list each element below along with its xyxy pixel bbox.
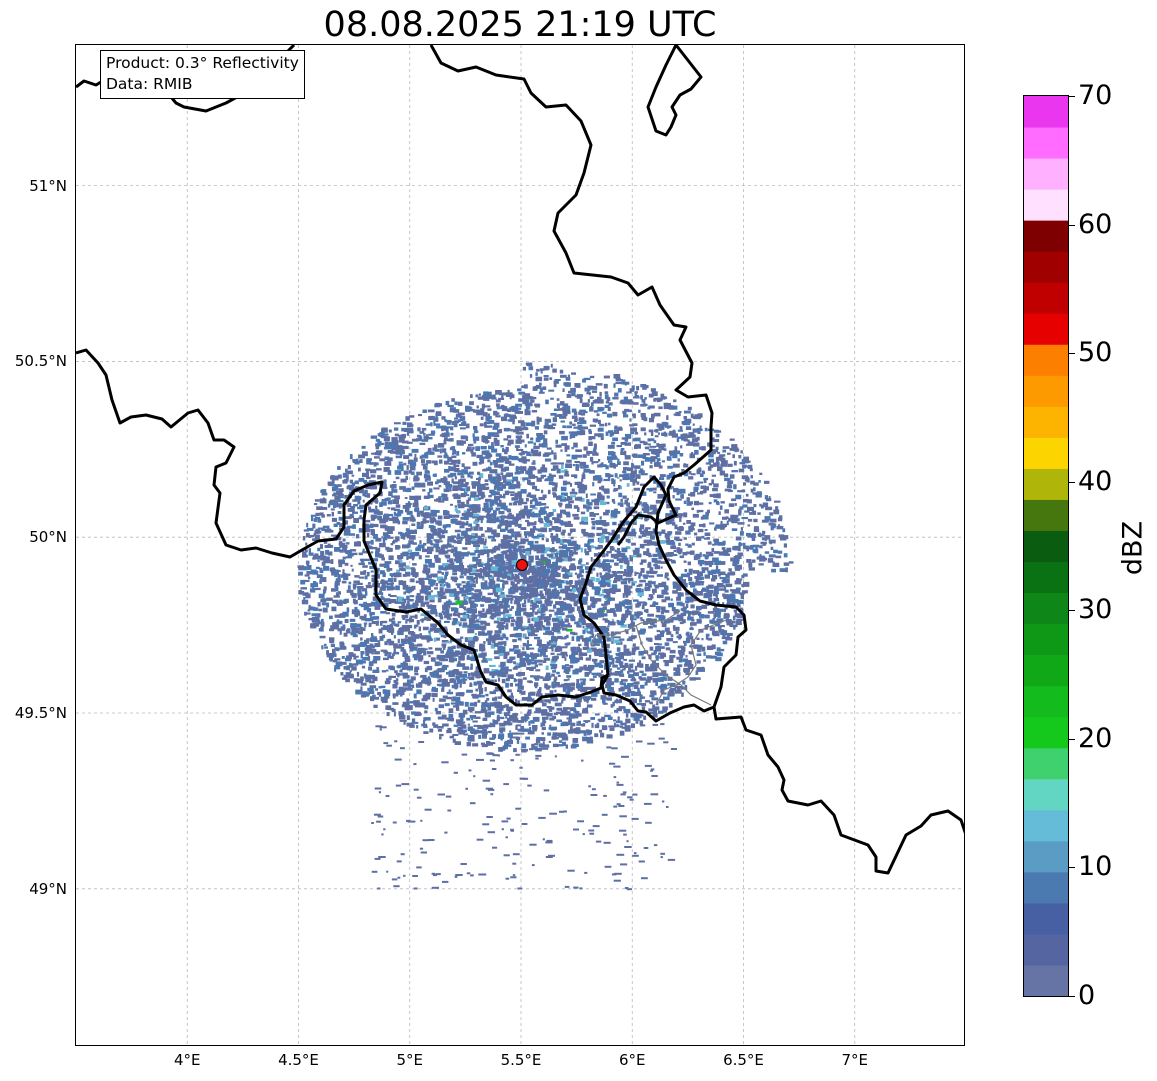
- colorbar-tick-mark: [1069, 867, 1075, 869]
- radar-site-marker[interactable]: [516, 559, 528, 571]
- border-france-belgium: [76, 348, 609, 707]
- radar-map-canvas: [76, 45, 964, 1045]
- colorbar-tick-label: 40: [1078, 465, 1113, 497]
- colorbar-tick-mark: [1069, 224, 1075, 226]
- colorbar-tick-mark: [1069, 481, 1075, 483]
- state-borders: [590, 610, 727, 706]
- lon-tick-label: 7°E: [841, 1051, 869, 1069]
- colorbar-swatch: [1024, 406, 1068, 438]
- colorbar-swatch: [1024, 127, 1068, 159]
- colorbar-tick-mark: [1069, 96, 1075, 97]
- map-gridlines: [76, 45, 964, 1045]
- colorbar-tick-mark: [1069, 353, 1075, 355]
- lat-tick-label: 50°N: [29, 528, 67, 547]
- colorbar-swatch: [1024, 313, 1068, 345]
- data-source-label: Data: RMIB: [106, 75, 193, 93]
- colorbar-swatch: [1024, 933, 1068, 966]
- colorbar-tick-label: 20: [1078, 722, 1113, 754]
- colorbar-label: dBZ: [1117, 520, 1149, 576]
- colorbar-swatch: [1024, 840, 1068, 873]
- map-title: 08.08.2025 21:19 UTC: [323, 5, 717, 45]
- lat-tick-label: 50.5°N: [14, 352, 67, 371]
- border-luxembourg: [578, 475, 748, 723]
- colorbar-swatch: [1024, 654, 1068, 687]
- lat-tick-label: 49.5°N: [14, 704, 67, 722]
- colorbar-tick-label: 50: [1078, 337, 1113, 369]
- colorbar-swatch: [1024, 685, 1068, 718]
- lon-tick-label: 5°E: [396, 1051, 424, 1069]
- colorbar-tick-label: 10: [1078, 851, 1113, 883]
- colorbar-swatch: [1024, 375, 1068, 407]
- colorbar-swatch: [1024, 344, 1068, 376]
- colorbar-swatch: [1024, 623, 1068, 656]
- colorbar-swatches: [1024, 96, 1068, 997]
- border-france-germany: [712, 706, 964, 875]
- product-label: Product: 0.3° Reflectivity: [106, 54, 299, 72]
- colorbar-swatch: [1024, 716, 1068, 749]
- colorbar-swatch: [1024, 158, 1068, 190]
- colorbar-swatch: [1024, 499, 1068, 531]
- border-netherlands-germany-upper: [646, 45, 703, 137]
- colorbar-swatch: [1024, 747, 1068, 780]
- lat-tick-label: 49°N: [29, 879, 67, 898]
- colorbar-tick-label: 70: [1078, 80, 1113, 111]
- colorbar-swatch: [1024, 964, 1068, 997]
- lon-tick-label: 6°E: [618, 1051, 646, 1069]
- colorbar-swatch: [1024, 189, 1068, 221]
- colorbar-tick-label: 0: [1078, 980, 1096, 1011]
- colorbar-swatch: [1024, 468, 1068, 500]
- lon-tick-label: 5.5°E: [500, 1051, 542, 1069]
- reflectivity-echoes: [297, 362, 794, 891]
- colorbar-tick-label: 30: [1078, 594, 1113, 626]
- lon-tick-label: 4°E: [173, 1051, 201, 1069]
- colorbar: [1023, 95, 1069, 997]
- colorbar-swatch: [1024, 902, 1068, 935]
- colorbar-swatch: [1024, 809, 1068, 842]
- colorbar-tick-mark: [1069, 610, 1075, 612]
- lon-tick-label: 4.5°E: [278, 1051, 319, 1069]
- colorbar-swatch: [1024, 96, 1068, 128]
- colorbar-swatch: [1024, 251, 1068, 283]
- radar-map[interactable]: [75, 44, 965, 1046]
- border-belgium-netherlands-limburg: [429, 45, 714, 546]
- country-borders: [76, 45, 964, 875]
- colorbar-swatch: [1024, 778, 1068, 811]
- colorbar-swatch: [1024, 592, 1068, 625]
- colorbar-tick-mark: [1069, 996, 1075, 997]
- colorbar-swatch: [1024, 871, 1068, 904]
- colorbar-tick-mark: [1069, 738, 1075, 740]
- colorbar-swatch: [1024, 220, 1068, 252]
- colorbar-swatch: [1024, 437, 1068, 469]
- colorbar-swatch: [1024, 282, 1068, 314]
- colorbar-tick-label: 60: [1078, 208, 1113, 240]
- product-info-box: Product: 0.3° Reflectivity Data: RMIB: [100, 50, 305, 99]
- colorbar-swatch: [1024, 561, 1068, 594]
- lon-tick-label: 6.5°E: [723, 1051, 764, 1069]
- lat-tick-label: 51°N: [29, 176, 67, 195]
- colorbar-swatch: [1024, 530, 1068, 563]
